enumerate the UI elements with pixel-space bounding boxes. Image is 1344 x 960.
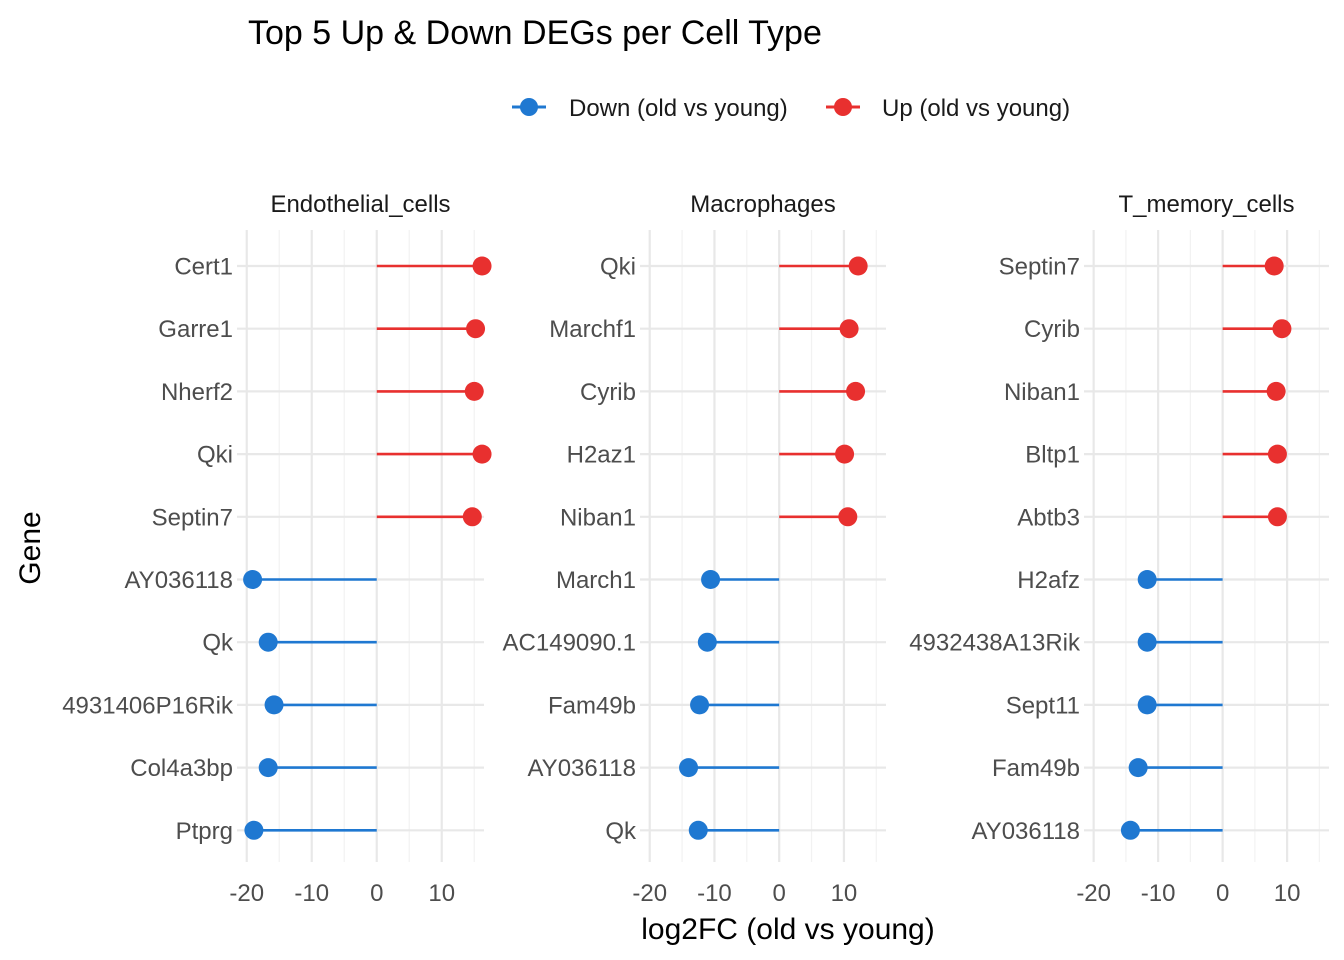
lollipop-point xyxy=(264,695,284,715)
gene-label: Garre1 xyxy=(158,316,233,343)
x-tick-label: 10 xyxy=(428,880,455,907)
lollipop-point xyxy=(1266,381,1286,401)
lollipop-point xyxy=(258,758,278,778)
legend-down-label: Down (old vs young) xyxy=(569,95,788,122)
lollipop-point xyxy=(697,632,717,652)
gene-label: Marchf1 xyxy=(549,316,636,343)
lollipop-point xyxy=(466,319,486,339)
x-tick-label: 10 xyxy=(831,880,858,907)
x-tick-label: -10 xyxy=(1141,880,1176,907)
gene-label: Cert1 xyxy=(174,254,233,281)
facet-panels: Endothelial_cells Cert1 Garre1 Nherf2 Qki Sep… xyxy=(62,191,1329,907)
lollipop-point xyxy=(1137,632,1157,652)
lollipop-point xyxy=(838,507,858,527)
x-tick-label: 10 xyxy=(1274,880,1301,907)
lollipop-point xyxy=(846,381,866,401)
lollipop-point xyxy=(1137,570,1157,589)
strip-label-T_memory_cells: T_memory_cells xyxy=(1118,191,1294,218)
gene-label: Niban1 xyxy=(1004,379,1080,406)
legend-up-marker xyxy=(834,98,852,116)
x-tick-label: 0 xyxy=(1216,880,1229,907)
gene-label: Septin7 xyxy=(999,254,1080,281)
gene-label: Septin7 xyxy=(152,504,233,531)
panel-2: T_memory_cells Septin7 Cyrib Niban1 Bltp1 Abt… xyxy=(909,191,1329,907)
gene-label: AY036118 xyxy=(971,818,1080,845)
lollipop-point xyxy=(1137,695,1157,715)
legend-down-marker xyxy=(520,98,538,116)
x-tick-label: 0 xyxy=(370,880,383,907)
lollipop-point xyxy=(472,256,492,276)
lollipop-point xyxy=(462,507,482,527)
gene-label: AY036118 xyxy=(527,755,636,782)
gene-label: H2az1 xyxy=(567,442,636,469)
x-tick-label: 0 xyxy=(773,880,786,907)
strip-label-Macrophages: Macrophages xyxy=(690,191,835,218)
gene-label: H2afz xyxy=(1017,567,1080,594)
lollipop-point xyxy=(688,820,708,840)
gene-label: March1 xyxy=(556,567,636,594)
gene-label: Nherf2 xyxy=(161,379,233,406)
panel-1: Macrophages Qki Marchf1 Cyrib H2az1 Niban1 Mar… xyxy=(503,191,886,907)
chart-title: Top 5 Up & Down DEGs per Cell Type xyxy=(248,14,822,52)
strip-label-Endothelial_cells: Endothelial_cells xyxy=(270,191,450,218)
gene-label: AC149090.1 xyxy=(503,630,636,657)
x-tick-label: -10 xyxy=(294,880,329,907)
x-tick-label: -20 xyxy=(632,880,667,907)
gene-label: AY036118 xyxy=(124,567,233,594)
lollipop-point xyxy=(472,444,492,464)
gene-label: Fam49b xyxy=(992,755,1080,782)
lollipop-point xyxy=(848,256,868,276)
lollipop-point xyxy=(1267,507,1287,527)
gene-label: Col4a3bp xyxy=(130,755,233,782)
gene-label: Qki xyxy=(197,442,233,469)
gene-label: Bltp1 xyxy=(1025,442,1080,469)
panel-0: Endothelial_cells Cert1 Garre1 Nherf2 Qki Sep… xyxy=(62,191,492,907)
lollipop-point xyxy=(690,695,710,715)
x-tick-label: -20 xyxy=(1076,880,1111,907)
gene-label: Cyrib xyxy=(580,379,636,406)
gene-label: Sept11 xyxy=(1006,692,1080,719)
legend: Down (old vs young) Up (old vs young) xyxy=(512,95,1070,122)
lollipop-point xyxy=(679,758,699,778)
gene-label: Qki xyxy=(600,254,636,281)
lollipop-point xyxy=(1272,319,1292,339)
legend-up-label: Up (old vs young) xyxy=(882,95,1070,122)
gene-label: Cyrib xyxy=(1024,316,1080,343)
gene-label: Niban1 xyxy=(560,504,636,531)
gene-label: Ptprg xyxy=(176,818,233,845)
gene-label: Qk xyxy=(605,818,637,845)
x-tick-label: -20 xyxy=(229,880,264,907)
lollipop-point xyxy=(1128,758,1148,778)
lollipop-point xyxy=(244,820,264,840)
lollipop-point xyxy=(1120,820,1140,840)
gene-label: Qk xyxy=(202,630,234,657)
x-tick-label: -10 xyxy=(697,880,732,907)
gene-label: Fam49b xyxy=(548,692,636,719)
lollipop-point xyxy=(1264,256,1284,276)
lollipop-point xyxy=(839,319,859,339)
lollipop-point xyxy=(835,444,855,464)
gene-label: Abtb3 xyxy=(1017,504,1080,531)
y-axis-title: Gene xyxy=(14,511,47,584)
lollipop-point xyxy=(243,570,263,589)
lollipop-point xyxy=(1267,444,1287,464)
lollipop-point xyxy=(701,570,721,589)
lollipop-point xyxy=(258,632,278,652)
lollipop-point xyxy=(464,381,484,401)
gene-label: 4932438A13Rik xyxy=(909,630,1081,657)
gene-label: 4931406P16Rik xyxy=(62,692,234,719)
x-axis-title: log2FC (old vs young) xyxy=(641,913,934,946)
